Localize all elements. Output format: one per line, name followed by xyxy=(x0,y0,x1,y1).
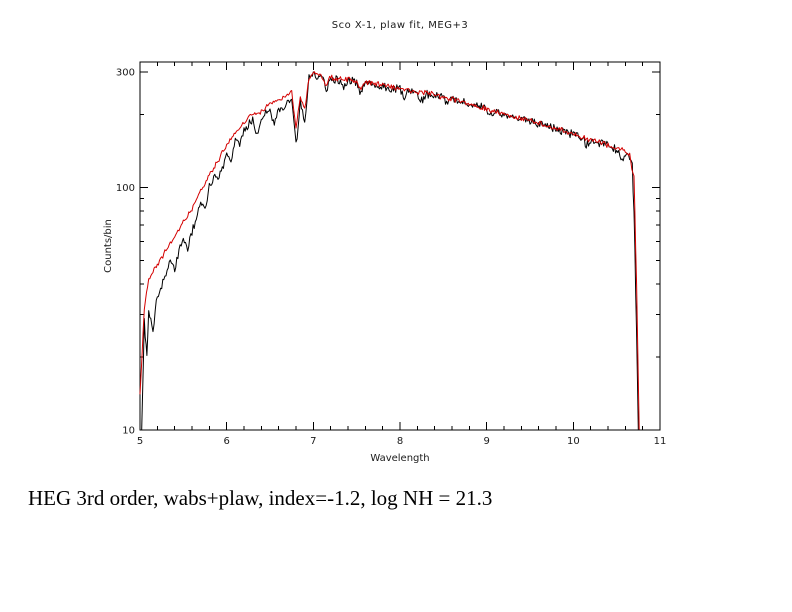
y-tick-label: 10 xyxy=(122,426,135,437)
x-tick-label: 7 xyxy=(310,436,316,447)
x-tick-label: 9 xyxy=(483,436,489,447)
y-tick-label: 300 xyxy=(116,68,135,79)
x-tick-label: 11 xyxy=(654,436,667,447)
spectrum-plot: Sco X-1, plaw fit, MEG+3 5 6 7 8 9 10 11 10 100 3… xyxy=(103,20,667,464)
chart-title: Sco X-1, plaw fit, MEG+3 xyxy=(332,20,468,31)
x-tick-label: 10 xyxy=(567,436,580,447)
series-data xyxy=(141,71,639,430)
y-axis-label: Counts/bin xyxy=(103,219,114,273)
y-tick-label: 100 xyxy=(116,183,135,194)
plot-frame xyxy=(139,61,661,431)
figure-caption: HEG 3rd order, wabs+plaw, index=-1.2, lo… xyxy=(28,486,493,510)
x-tick-label: 6 xyxy=(223,436,229,447)
axes: 5 6 7 8 9 10 11 10 100 300 xyxy=(116,61,667,447)
series-lines xyxy=(139,71,640,430)
x-axis-label: Wavelength xyxy=(370,453,429,464)
x-tick-label: 8 xyxy=(397,436,403,447)
series-model xyxy=(139,71,640,430)
x-tick-label: 5 xyxy=(137,436,143,447)
